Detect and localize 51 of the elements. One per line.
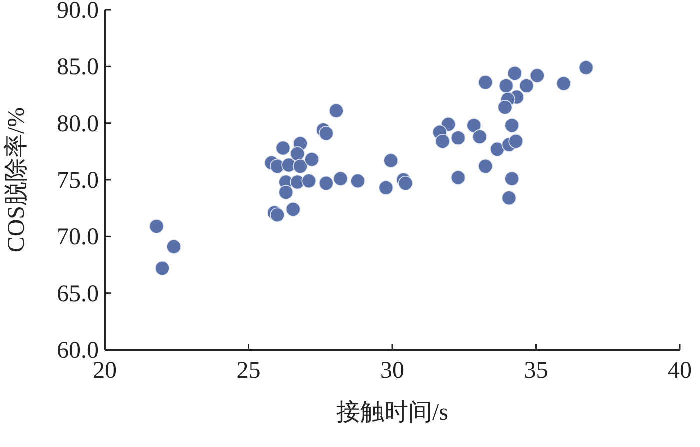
point <box>329 103 344 118</box>
point <box>318 176 334 191</box>
point <box>556 76 572 92</box>
point <box>166 239 182 254</box>
point <box>504 118 520 133</box>
point <box>290 146 306 162</box>
point <box>450 130 466 146</box>
y-axis-title: COS脱除率/% <box>3 107 30 253</box>
point <box>578 60 594 76</box>
x-tick-label: 35 <box>524 358 548 384</box>
y-tick-label: 75.0 <box>57 168 99 194</box>
point <box>498 78 514 94</box>
point <box>504 171 520 186</box>
point <box>435 134 450 149</box>
point <box>318 126 334 141</box>
point <box>502 190 517 206</box>
point <box>498 100 513 115</box>
point <box>384 153 398 168</box>
point <box>398 176 414 191</box>
point <box>155 261 170 276</box>
point <box>490 142 505 157</box>
point <box>466 118 482 133</box>
point <box>149 219 164 234</box>
x-tick-label: 25 <box>236 358 261 384</box>
point <box>508 134 524 149</box>
point <box>276 140 291 156</box>
point <box>286 202 301 217</box>
point <box>270 208 285 223</box>
point <box>478 159 494 174</box>
point <box>350 174 366 189</box>
x-tick-label: 40 <box>668 358 692 384</box>
point <box>278 185 294 200</box>
point <box>378 180 394 196</box>
y-tick-label: 85.0 <box>57 54 99 81</box>
point <box>530 68 545 84</box>
point <box>333 171 348 186</box>
point <box>293 159 308 174</box>
point <box>508 66 522 81</box>
point <box>450 170 466 186</box>
x-tick-label: 20 <box>93 358 117 384</box>
point <box>304 152 320 167</box>
y-tick-label: 90.0 <box>57 0 99 24</box>
point <box>519 78 534 94</box>
y-tick-label: 80.0 <box>57 111 99 138</box>
x-tick-label: 30 <box>380 358 404 384</box>
point <box>472 130 488 144</box>
x-axis-title: 接触时间/s <box>336 399 449 426</box>
point <box>302 174 317 189</box>
y-tick-label: 70.0 <box>57 224 99 251</box>
y-tick-label: 65.0 <box>57 281 99 308</box>
point <box>478 75 494 90</box>
